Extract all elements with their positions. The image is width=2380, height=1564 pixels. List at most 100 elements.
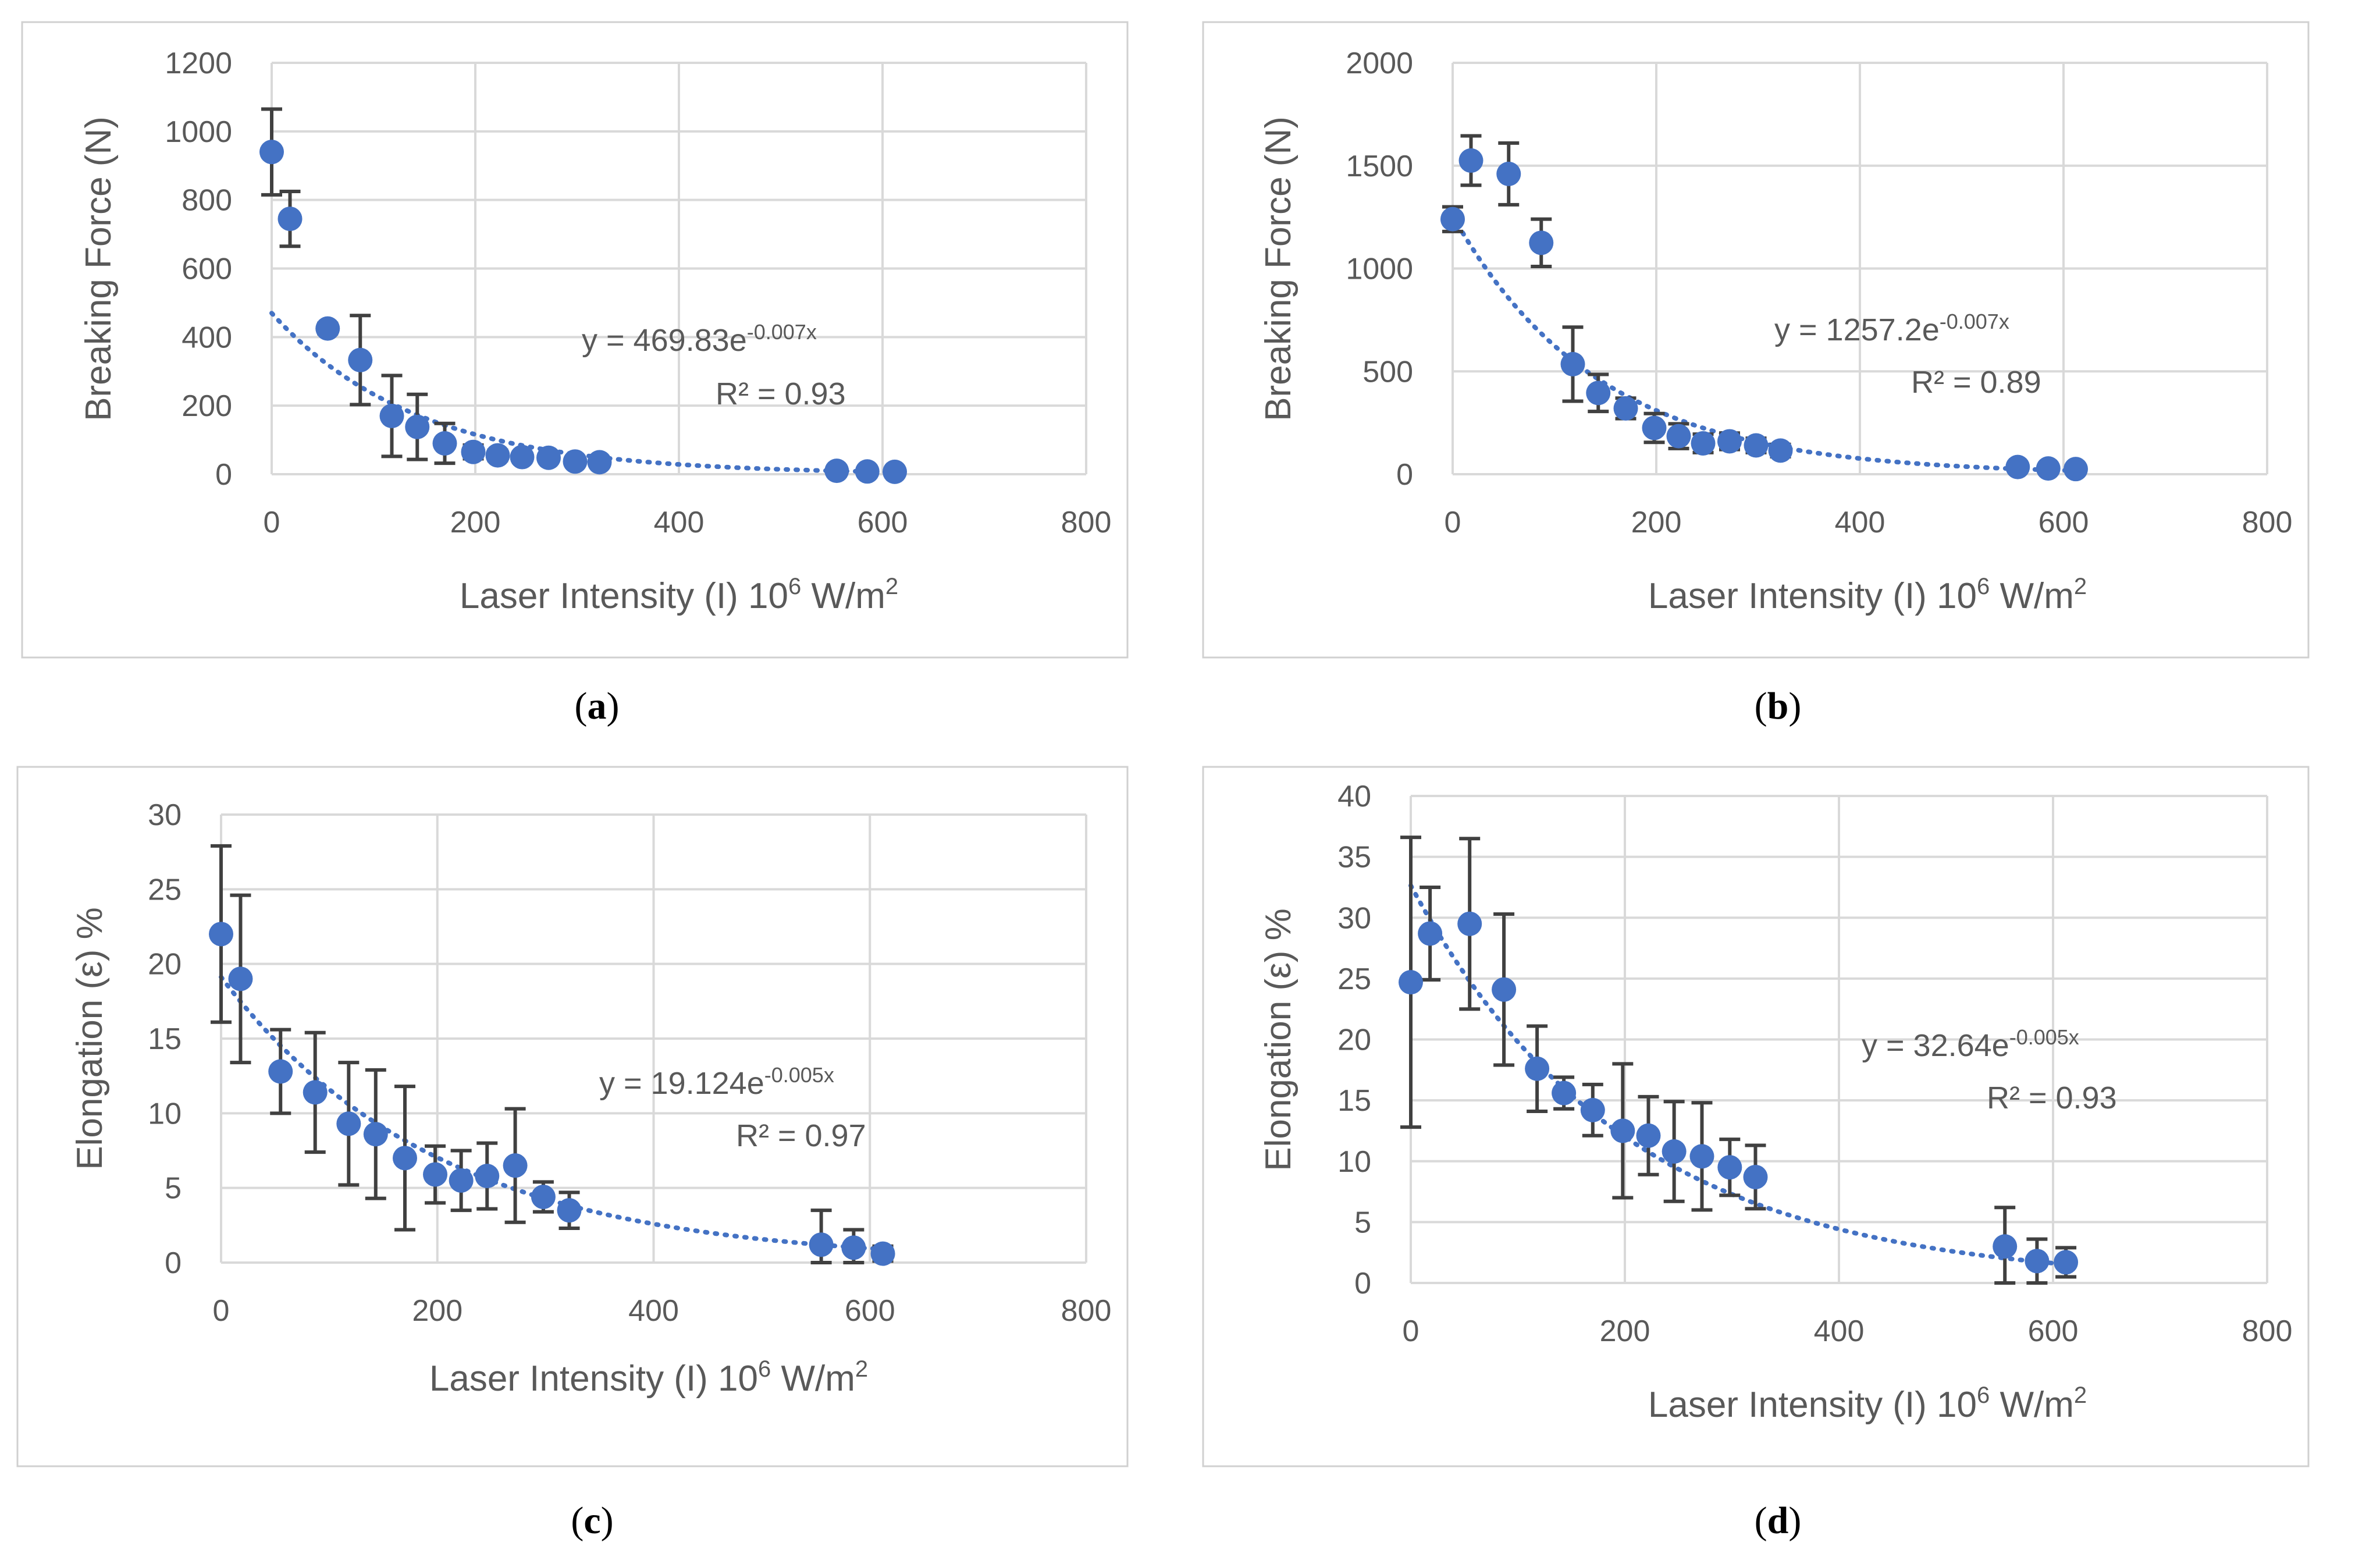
panel-caption-letter: a [588,685,607,727]
data-point [1496,161,1521,186]
x-tick-label: 600 [2039,506,2089,539]
x-tick-label: 0 [1403,1314,1420,1348]
x-axis-label-part: 2 [2074,574,2087,599]
x-axis-label-part: 6 [1977,1382,1990,1408]
data-point [449,1168,474,1193]
y-tick-label: 200 [182,389,232,423]
data-point [824,458,849,484]
y-tick-label: 1500 [1346,150,1413,183]
x-axis-label-part: Laser Intensity (I) 10 [1648,1385,1977,1425]
chart-frame [1202,766,2310,1467]
data-point [1717,1155,1742,1180]
x-tick-label: 0 [264,506,280,539]
panel-caption-paren: ) [607,685,620,727]
x-axis-label: Laser Intensity (I) 106 W/m2 [460,574,898,616]
y-tick-label: 0 [1354,1267,1371,1300]
data-point [209,922,233,947]
trend-equation-base: y = 19.124e [599,1066,764,1101]
y-tick-label: 1200 [165,47,232,80]
data-point [336,1111,361,1136]
panel-caption: (d) [1755,1499,1802,1542]
r-squared: R² = 0.93 [1987,1080,2117,1115]
y-tick-label: 5 [1354,1206,1371,1239]
y-tick-label: 0 [1396,458,1413,492]
data-point [423,1162,448,1187]
data-point [1552,1080,1577,1106]
y-tick-label: 20 [148,948,182,982]
r-squared: R² = 0.93 [716,376,846,411]
y-tick-label: 400 [182,321,232,354]
data-point [1642,415,1667,440]
y-tick-label: 25 [1337,962,1371,996]
x-tick-label: 800 [2242,506,2293,539]
trend-equation: y = 469.83e-0.007x [582,320,817,358]
data-point [531,1185,556,1210]
r-squared: R² = 0.89 [1911,365,2041,400]
y-tick-label: 25 [148,873,182,907]
panel-caption-letter: d [1767,1499,1789,1542]
data-point [461,439,486,464]
data-point [2025,1249,2050,1274]
data-point [259,140,284,165]
data-point [1662,1139,1687,1164]
x-tick-label: 0 [213,1294,230,1328]
y-tick-label: 0 [165,1246,182,1280]
trend-equation: y = 19.124e-0.005x [599,1063,834,1101]
y-tick-label: 20 [1337,1023,1371,1057]
y-tick-label: 600 [182,253,232,286]
trend-equation-exponent: -0.007x [747,320,817,344]
data-point [883,459,907,484]
data-point [1560,351,1585,376]
data-point [510,445,535,470]
panel-caption-letter: b [1767,685,1789,727]
x-tick-label: 800 [1061,506,1112,539]
x-tick-label: 400 [1835,506,1885,539]
y-tick-label: 15 [148,1022,182,1056]
trend-equation-exponent: -0.005x [2009,1025,2079,1049]
data-point [475,1164,500,1189]
y-tick-label: 10 [148,1097,182,1131]
x-tick-label: 600 [2028,1314,2079,1348]
x-axis-label-part: Laser Intensity (I) 10 [429,1359,758,1399]
x-axis-label-part: W/m [1990,1385,2074,1425]
x-axis-label-part: Laser Intensity (I) 10 [460,576,788,616]
trend-equation-exponent: -0.007x [1940,310,2009,333]
x-axis-label-part: 2 [885,574,898,599]
x-axis-label: Laser Intensity (I) 106 W/m2 [1648,574,2087,616]
data-point [870,1241,895,1266]
data-point [315,316,340,341]
chart-frame [16,766,1129,1467]
data-point [1458,148,1484,173]
x-axis-label-part: W/m [801,576,885,616]
x-tick-label: 400 [628,1294,679,1328]
data-point [485,443,510,468]
data-point [1610,1118,1635,1143]
data-point [503,1153,528,1178]
y-tick-label: 500 [1362,355,1413,389]
data-point [268,1059,293,1084]
x-axis-label-part: 6 [1977,574,1990,599]
x-axis-label-part: Laser Intensity (I) 10 [1648,576,1977,616]
x-axis-label-part: 2 [855,1356,868,1382]
y-tick-label: 30 [148,798,182,832]
y-tick-label: 5 [165,1172,182,1206]
data-point [1717,429,1742,454]
data-point [1586,381,1611,406]
y-axis-label: Elongation (ε) % [1258,908,1298,1171]
panel-caption-letter: c [584,1499,600,1542]
data-point [1636,1123,1661,1148]
y-tick-label: 35 [1337,841,1371,875]
data-point [1457,911,1482,936]
y-tick-label: 800 [182,184,232,218]
data-point [563,449,588,474]
data-point [2064,457,2088,482]
panel-caption: (c) [571,1499,613,1542]
chart-frame [21,21,1129,659]
data-point [536,445,561,470]
panel-caption-paren: ( [571,1499,584,1542]
trend-equation-base: y = 32.64e [1862,1028,2009,1063]
data-point [363,1122,388,1147]
chart-panel-a: 0 200 400 600 800 1000 1200 0 200 400 600 800 y = 46… [21,21,1129,727]
data-point [1418,921,1443,946]
